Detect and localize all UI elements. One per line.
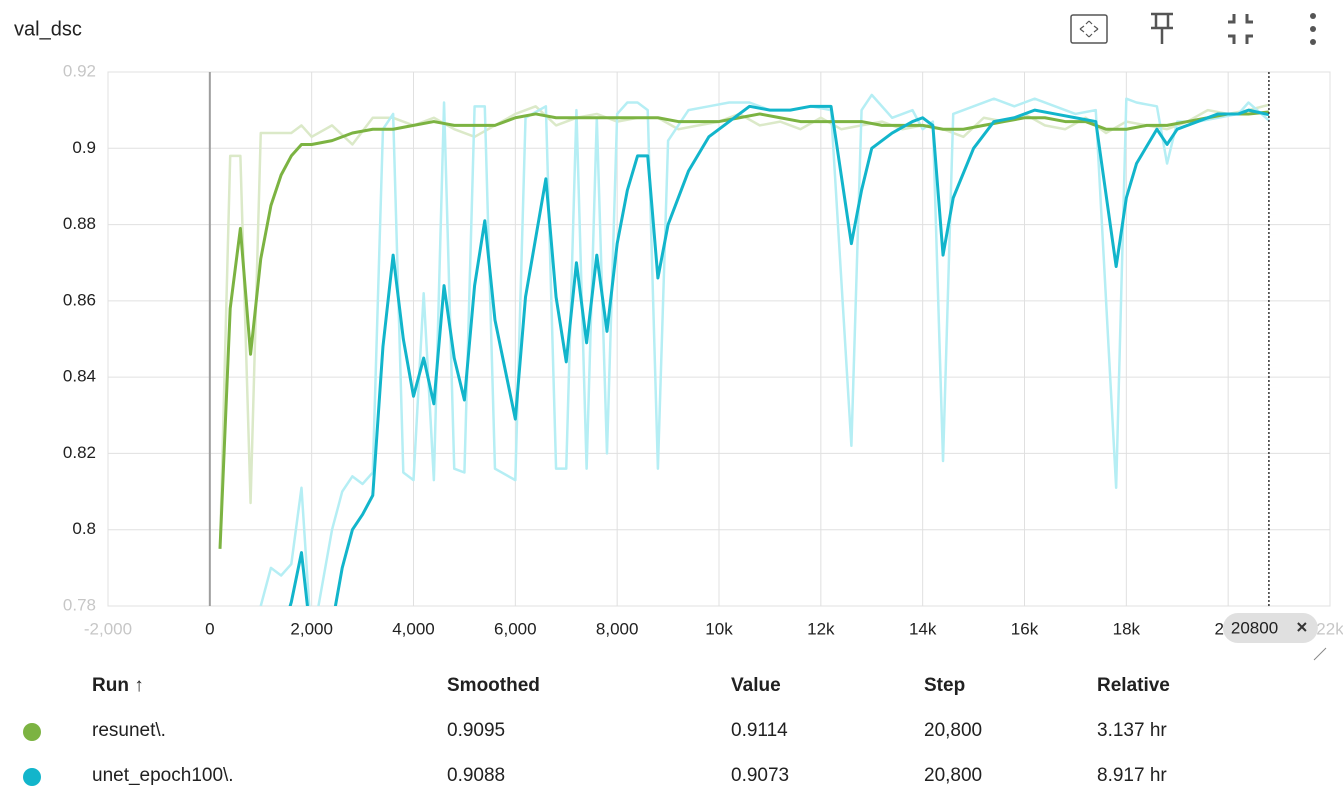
- x-tick-label: -2,000: [84, 619, 132, 638]
- grid: [108, 72, 1330, 606]
- table-cell: 20,800: [924, 720, 982, 741]
- table-cell: 0.9114: [731, 720, 788, 741]
- hover-close: [1297, 622, 1307, 632]
- table-header: Relative: [1097, 675, 1170, 696]
- y-tick-label: 0.86: [63, 290, 96, 309]
- fit-icon[interactable]: [1070, 14, 1108, 44]
- x-tick-label: 8,000: [596, 619, 639, 638]
- smoothed-line: [288, 104, 1270, 606]
- table-cell: 0.9088: [447, 765, 505, 786]
- hover-step: 20800: [1231, 618, 1278, 637]
- x-tick-label: 14k: [909, 619, 937, 638]
- pin-icon[interactable]: [1151, 12, 1173, 44]
- table-header: Step: [924, 675, 965, 696]
- run-swatch: [23, 723, 41, 741]
- y-tick-label: 0.9: [72, 138, 96, 157]
- table-cell: 20,800: [924, 765, 982, 786]
- resize-handle[interactable]: [1313, 647, 1327, 661]
- toolbar: [1070, 12, 1316, 45]
- y-tick-label: 0.92: [63, 61, 96, 80]
- run-name: unet_epoch100\.: [92, 765, 234, 786]
- smoothed-line: [218, 110, 1270, 549]
- menu-icon[interactable]: [1310, 13, 1316, 45]
- table-cell: 3.137 hr: [1097, 720, 1167, 741]
- labels: 0.78 0.8 0.82 0.84 0.86 0.88 0.9 0.92 -2,000 0 2,0…: [63, 61, 1343, 643]
- run-swatch: [23, 768, 41, 786]
- table-cell: 8.917 hr: [1097, 765, 1167, 786]
- chart-title: val_dsc: [14, 18, 82, 40]
- table-cell: 0.9095: [447, 720, 505, 741]
- lines: [218, 93, 1270, 606]
- y-tick-label: 0.82: [63, 443, 96, 462]
- x-tick-label: 22k: [1316, 619, 1343, 638]
- table-header: Value: [731, 675, 781, 696]
- x-tick-label: 10k: [705, 619, 733, 638]
- x-tick-label: 0: [205, 619, 214, 638]
- x-tick-label: 4,000: [392, 619, 435, 638]
- table-header: Run ↑: [92, 675, 144, 696]
- data-table: Run ↑ Smoothed Value Step Relative resunet\. 0…: [23, 675, 1170, 786]
- y-tick-label: 0.88: [63, 214, 96, 233]
- run-name: resunet\.: [92, 720, 166, 741]
- table-header: Smoothed: [447, 675, 540, 696]
- collapse-icon[interactable]: [1228, 14, 1253, 44]
- y-tick-label: 0.8: [72, 519, 96, 538]
- x-tick-label: 6,000: [494, 619, 537, 638]
- x-tick-label: 2,000: [290, 619, 333, 638]
- raw-line: [259, 93, 1270, 606]
- hover-pill: [1222, 613, 1318, 643]
- y-tick-label: 0.78: [63, 595, 96, 614]
- table-cell: 0.9073: [731, 765, 789, 786]
- x-tick-label: 16k: [1011, 619, 1039, 638]
- x-tick-label: 18k: [1113, 619, 1141, 638]
- fit-arrows: [1079, 20, 1099, 38]
- x-tick-label: 12k: [807, 619, 835, 638]
- y-tick-label: 0.84: [63, 367, 96, 386]
